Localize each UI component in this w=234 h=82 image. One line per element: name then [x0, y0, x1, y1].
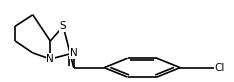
Text: S: S — [60, 21, 66, 31]
Text: N: N — [46, 54, 54, 64]
Text: N: N — [70, 48, 78, 58]
Text: Cl: Cl — [215, 63, 225, 73]
